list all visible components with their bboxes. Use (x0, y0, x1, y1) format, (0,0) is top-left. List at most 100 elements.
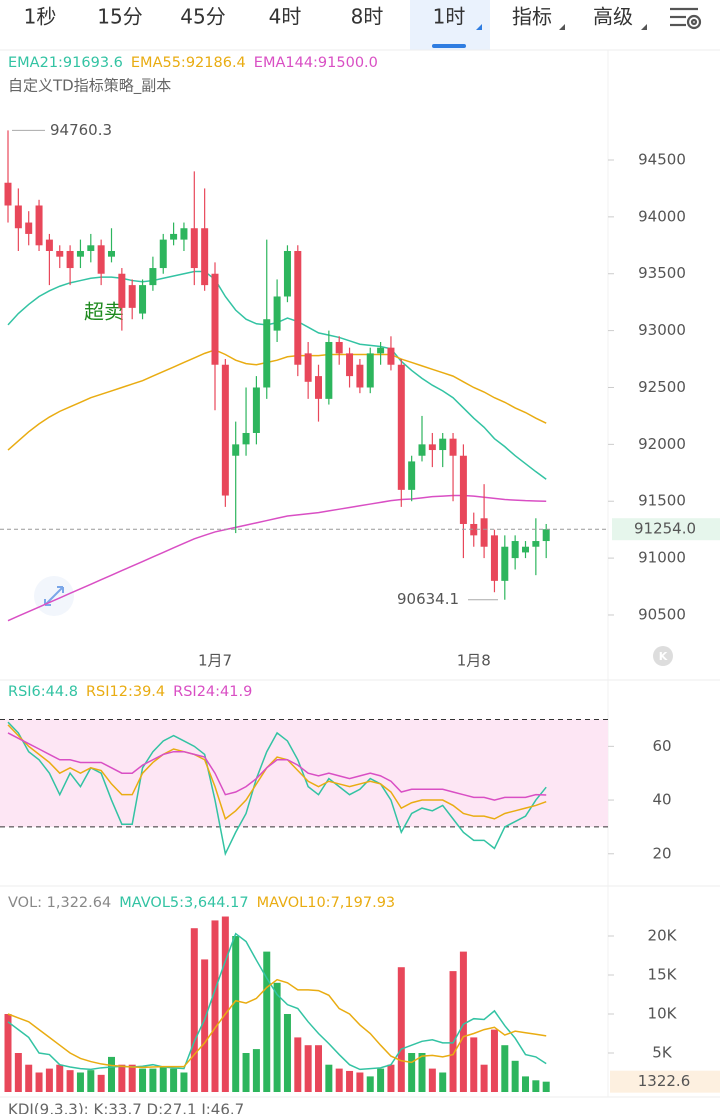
candle-body (139, 285, 147, 314)
volume-bar (532, 1080, 540, 1092)
candle-body (25, 222, 33, 234)
last-price-label: 91254.0 (634, 520, 696, 538)
legend-entry: MAVOL10:7,197.93 (257, 895, 396, 911)
candle-body (315, 376, 322, 399)
timeframe-tab[interactable]: 1时 (433, 5, 466, 29)
candle-body (35, 205, 43, 246)
volume-bar (263, 951, 271, 1092)
volume-bar (428, 1068, 436, 1092)
y-tick-label: 93500 (638, 264, 686, 282)
timeframe-tab[interactable]: 4时 (269, 5, 302, 29)
volume-bar (387, 1064, 395, 1092)
candle-body (470, 523, 478, 536)
volume-bar (190, 928, 198, 1092)
volume-bar (294, 1037, 302, 1092)
volume-bar (180, 1072, 188, 1092)
volume-bar (439, 1072, 447, 1092)
indicator-line (7, 349, 547, 451)
volume-bar (118, 1064, 126, 1092)
volume-bar (232, 936, 240, 1092)
volume-bar (315, 1045, 322, 1092)
timeframe-tab[interactable]: 8时 (351, 5, 384, 29)
y-tick-label: 93000 (638, 321, 686, 339)
candle-body (14, 205, 22, 229)
candle-body (211, 273, 219, 365)
volume-bar (346, 1070, 354, 1092)
volume-bar (335, 1068, 343, 1092)
y-tick-label: 40 (652, 791, 671, 809)
legend-entry: RSI24:41.9 (173, 684, 252, 700)
legend: RSI6:44.8 RSI12:39.4 RSI24:41.9 (8, 684, 252, 700)
volume-bar (25, 1064, 33, 1092)
tab-arrows (476, 24, 647, 30)
candle-body (428, 444, 436, 451)
min-label: 90634.1 (397, 590, 459, 608)
volume-bar (366, 1076, 374, 1092)
expand-icon (44, 586, 64, 606)
candle-body (170, 233, 178, 240)
candle-body (501, 546, 509, 581)
y-tick-label: 10K (648, 1005, 678, 1023)
volume-bar (325, 1064, 333, 1092)
indicator-line (7, 978, 547, 1069)
volume-bar (377, 1068, 385, 1092)
timeframe-tab[interactable]: 1秒 (24, 5, 57, 29)
candle-body (232, 444, 240, 456)
indicator-line (7, 494, 547, 622)
candle-body (439, 438, 447, 451)
volume-bar (108, 1056, 115, 1092)
candle-body (242, 432, 250, 445)
indicator-line (7, 721, 547, 857)
candle-body (397, 364, 405, 490)
volume-bar (4, 1014, 12, 1092)
candle-body (325, 341, 333, 399)
candle-body (449, 438, 457, 456)
timeframe-tab[interactable]: 45分 (180, 5, 225, 29)
volume-bar (356, 1072, 364, 1092)
volume-bar (211, 920, 219, 1092)
volume-bar (397, 967, 405, 1092)
candle-body (283, 250, 291, 297)
max-label: 94760.3 (50, 121, 112, 139)
legend-entry: MAVOL5:3,644.17 (119, 895, 248, 911)
volume-bar (542, 1081, 550, 1092)
volume-bar (128, 1064, 136, 1092)
last-volume-label: 1322.6 (638, 1072, 691, 1090)
active-tab-bg (410, 0, 490, 50)
candle-body (87, 245, 95, 251)
candle-body (532, 541, 540, 547)
volume-bar (201, 959, 209, 1092)
candle-body (418, 444, 426, 456)
candle-body (201, 228, 209, 286)
candle-body (118, 273, 126, 308)
y-tick-label: 94500 (638, 150, 686, 168)
candle-body (76, 250, 84, 257)
last-volume-box (610, 1070, 720, 1093)
candle-body (366, 353, 374, 388)
candle-body (190, 228, 198, 269)
candle-body (97, 245, 105, 274)
volume-bar (170, 1068, 178, 1092)
settings-icon[interactable] (670, 7, 702, 30)
indicator-line (7, 724, 547, 821)
indicator-subtitle: 自定义TD指标策略_副本 (8, 77, 171, 96)
legend-entry: EMA21:91693.6 (8, 55, 123, 71)
legend: EMA21:91693.6 EMA55:92186.4 EMA144:91500.0 (8, 55, 378, 71)
y-tick-label: 15K (648, 966, 678, 984)
k-button[interactable] (653, 646, 673, 666)
timeframe-tab[interactable]: 高级 (593, 5, 633, 29)
indicator-line (7, 932, 547, 1071)
candle-body (511, 541, 519, 559)
volume-bar (418, 1053, 426, 1092)
volume-bar (66, 1070, 74, 1092)
volume-bar (14, 1053, 22, 1092)
y-tick-label: 20K (648, 927, 678, 945)
timeframe-tab[interactable]: 15分 (97, 5, 142, 29)
volume-bar (408, 1053, 416, 1092)
timeframe-tab[interactable]: 指标 (512, 5, 552, 29)
volume-bar (511, 1060, 519, 1092)
volume-bar (159, 1067, 167, 1092)
volume-bar (501, 1045, 509, 1092)
